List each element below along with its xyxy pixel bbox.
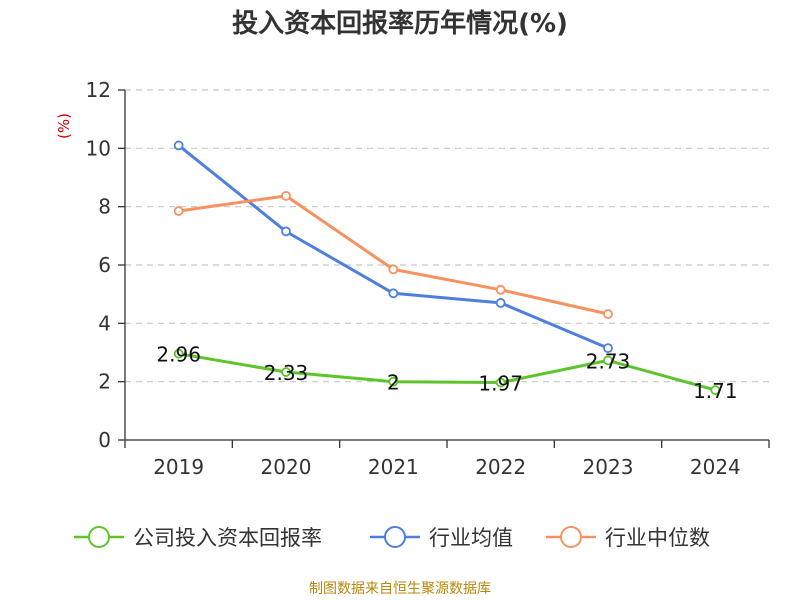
data-point	[281, 190, 291, 201]
y-tick-label: 12	[86, 78, 111, 102]
legend-marker	[384, 526, 406, 548]
data-label: 2.73	[586, 349, 631, 373]
data-point	[603, 355, 613, 366]
legend[interactable]: 公司投入资本回报率 行业均值 行业中位数	[74, 526, 710, 550]
y-tick-label: 4	[98, 311, 111, 335]
y-tick-label: 8	[98, 195, 111, 219]
data-point	[388, 264, 399, 275]
data-point	[388, 376, 399, 387]
data-point	[603, 309, 613, 319]
data-point	[495, 284, 506, 295]
y-tick-label: 10	[86, 136, 111, 160]
legend-label: 公司投入资本回报率	[133, 526, 322, 550]
data-label: 2	[387, 371, 400, 395]
legend-marker	[88, 526, 110, 548]
data-label: 1.97	[478, 372, 523, 396]
data-point	[710, 385, 721, 396]
y-tick-label: 0	[98, 428, 111, 452]
data-point	[495, 377, 506, 388]
legend-item[interactable]: 公司投入资本回报率	[74, 526, 322, 550]
legend-label: 行业均值	[429, 526, 513, 550]
source-note: 制图数据来自恒生聚源数据库	[309, 581, 491, 597]
x-tick-label: 2022	[475, 455, 526, 479]
series-lines	[177, 143, 717, 392]
series-line	[177, 143, 610, 350]
legend-item[interactable]: 行业中位数	[546, 526, 710, 550]
legend-label: 行业中位数	[605, 526, 710, 550]
chart-title: 投入资本回报率历年情况(%)	[232, 9, 568, 39]
x-tick-label: 2020	[261, 455, 312, 479]
data-point	[281, 226, 291, 237]
data-point	[495, 298, 506, 308]
data-point	[173, 206, 184, 216]
x-tick-label: 2019	[153, 455, 204, 479]
axes: 0 2 4 6 8 10 12 2019 2020 2021 2022 2023 2024 (%)	[55, 78, 770, 479]
data-label: 1.71	[693, 379, 738, 403]
legend-item[interactable]: 行业均值	[370, 526, 513, 550]
grid-lines	[125, 89, 769, 383]
data-point	[173, 140, 184, 151]
x-tick-label: 2023	[583, 455, 634, 479]
y-axis-unit-label: (%)	[55, 113, 73, 139]
series-line	[177, 352, 717, 392]
data-point	[388, 288, 399, 299]
series-points	[173, 140, 721, 396]
x-tick-label: 2021	[368, 455, 419, 479]
data-point	[281, 367, 291, 377]
legend-marker	[560, 526, 582, 548]
data-label: 2.96	[156, 343, 201, 367]
data-labels: 2.96 2.33 2 1.97 2.73 1.71	[156, 343, 737, 403]
data-label: 2.33	[264, 361, 309, 385]
x-tick-label: 2024	[690, 455, 741, 479]
y-tick-label: 6	[98, 253, 111, 277]
data-point	[603, 343, 613, 354]
data-point	[173, 348, 184, 359]
y-tick-label: 2	[98, 370, 111, 394]
